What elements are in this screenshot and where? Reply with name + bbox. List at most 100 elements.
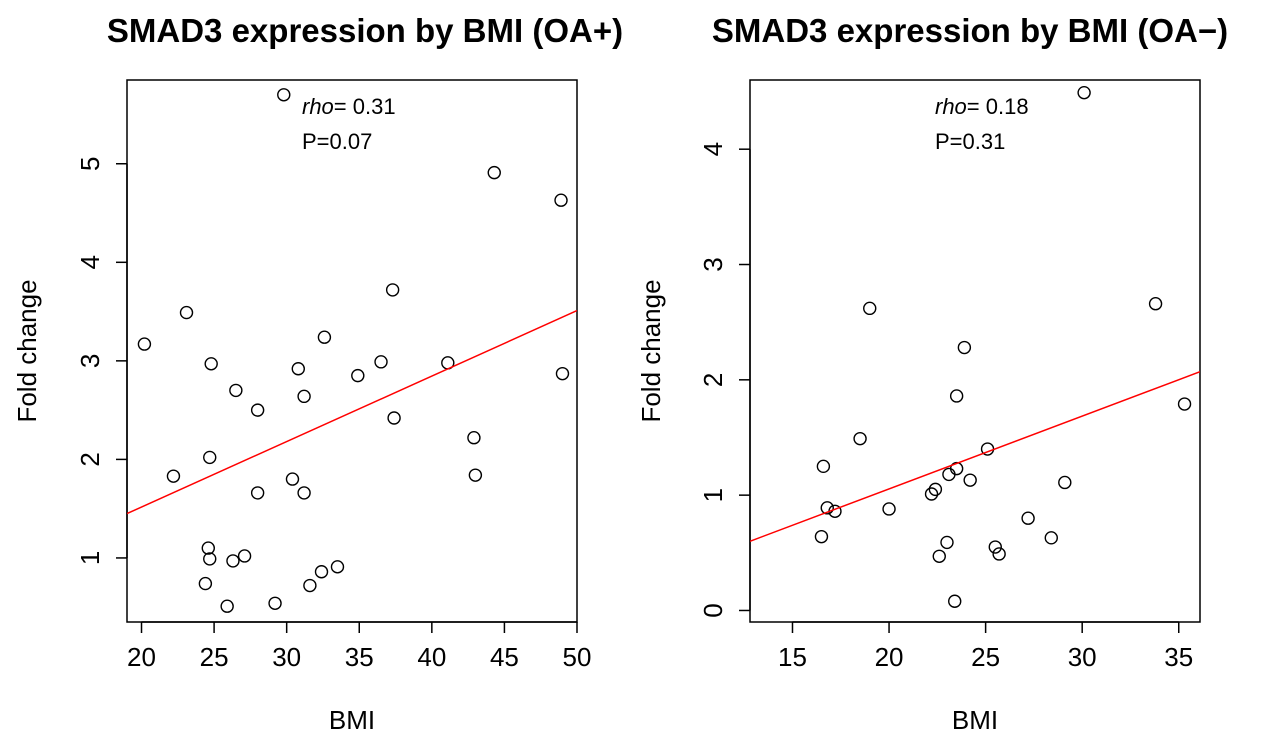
data-point <box>940 535 954 550</box>
data-point <box>198 576 213 591</box>
chart-title: SMAD3 expression by BMI (OA+) <box>107 12 623 49</box>
chart-title: SMAD3 expression by BMI (OA−) <box>712 12 1228 49</box>
y-tick-label: 1 <box>75 551 105 565</box>
data-point <box>351 368 365 383</box>
y-tick-label: 5 <box>75 157 105 171</box>
data-point <box>1077 85 1091 100</box>
x-axis: 20 25 30 35 40 45 50 <box>127 621 592 672</box>
y-tick-label: 4 <box>698 142 728 156</box>
data-point <box>820 501 834 515</box>
data-point <box>882 502 896 516</box>
data-point <box>268 596 282 610</box>
chart-panel-oa-positive: SMAD3 expression by BMI (OA+) 20 25 30 35 40… <box>12 12 623 735</box>
x-tick-label: 30 <box>1068 642 1097 672</box>
data-point <box>487 165 501 180</box>
y-tick-label: 3 <box>698 257 728 271</box>
data-point <box>291 362 305 376</box>
x-tick-label: 35 <box>345 642 374 672</box>
x-tick-label: 25 <box>200 642 229 672</box>
p-value-annotation: P=0.07 <box>302 129 372 154</box>
data-point <box>179 305 194 320</box>
data-point <box>203 552 217 566</box>
data-point <box>250 486 265 500</box>
data-point <box>1148 297 1163 311</box>
y-tick-label: 4 <box>75 255 105 269</box>
data-point <box>468 468 483 482</box>
data-point <box>137 337 152 351</box>
data-point <box>932 549 946 563</box>
data-point <box>467 431 481 445</box>
y-tick-label: 2 <box>698 373 728 387</box>
y-tick-label: 3 <box>75 354 105 368</box>
data-point <box>853 431 867 446</box>
data-point <box>250 403 265 417</box>
y-axis: 1 2 3 4 5 <box>75 157 128 565</box>
x-tick-label: 25 <box>971 642 1000 672</box>
data-point <box>963 473 977 487</box>
x-axis-label: BMI <box>952 705 998 735</box>
x-axis-label: BMI <box>329 705 375 735</box>
rho-value: = 0.31 <box>334 94 396 119</box>
data-point <box>277 88 291 102</box>
y-axis: 0 1 2 3 4 <box>698 142 751 618</box>
x-tick-label: 15 <box>778 642 807 672</box>
data-point <box>988 540 1002 554</box>
data-point <box>166 469 181 483</box>
data-point <box>203 450 217 465</box>
data-point <box>957 340 972 355</box>
x-tick-label: 50 <box>563 642 592 672</box>
data-point <box>863 301 877 316</box>
data-point <box>374 355 388 369</box>
data-point <box>1058 475 1072 490</box>
data-point <box>297 486 311 500</box>
rho-annotation: rho= 0.31 <box>302 94 396 119</box>
data-point <box>928 482 943 497</box>
rho-symbol: rho <box>302 94 334 119</box>
y-tick-label: 2 <box>75 452 105 466</box>
x-tick-label: 30 <box>272 642 301 672</box>
y-tick-label: 1 <box>698 488 728 502</box>
data-point <box>317 330 332 344</box>
data-point <box>1021 511 1035 525</box>
data-point <box>229 383 243 398</box>
data-point <box>285 472 300 486</box>
data-point <box>237 549 252 563</box>
data-point <box>816 459 831 474</box>
x-tick-label: 20 <box>127 642 156 672</box>
data-point <box>297 389 311 404</box>
y-axis-label: Fold change <box>636 279 666 422</box>
data-point <box>814 529 829 544</box>
chart-panel-oa-negative: SMAD3 expression by BMI (OA−) 15 20 25 30 35… <box>636 12 1228 735</box>
x-tick-label: 35 <box>1164 642 1193 672</box>
data-point <box>992 547 1006 561</box>
rho-symbol: rho <box>935 94 967 119</box>
data-point <box>942 467 956 482</box>
data-point <box>220 599 234 613</box>
rho-value: = 0.18 <box>967 94 1029 119</box>
regression-line <box>750 371 1200 542</box>
data-point <box>226 554 240 568</box>
data-point <box>949 389 964 403</box>
x-tick-label: 45 <box>490 642 519 672</box>
scatter-points <box>137 88 570 613</box>
rho-annotation: rho= 0.18 <box>935 94 1029 119</box>
data-point <box>949 461 964 476</box>
regression-line <box>127 309 577 515</box>
data-point <box>924 487 939 501</box>
data-point <box>330 560 345 574</box>
p-value-annotation: P=0.31 <box>935 129 1005 154</box>
plot-frame <box>126 79 578 623</box>
data-point <box>314 565 329 579</box>
data-point <box>387 411 401 425</box>
data-point <box>1044 531 1058 545</box>
data-point <box>948 594 962 608</box>
data-point <box>204 357 218 371</box>
data-point <box>554 193 568 207</box>
data-point <box>1177 397 1192 411</box>
y-axis-label: Fold change <box>12 279 42 422</box>
data-point <box>555 366 570 381</box>
data-point <box>303 578 317 593</box>
data-point <box>385 283 400 297</box>
x-axis: 15 20 25 30 35 <box>778 621 1193 672</box>
